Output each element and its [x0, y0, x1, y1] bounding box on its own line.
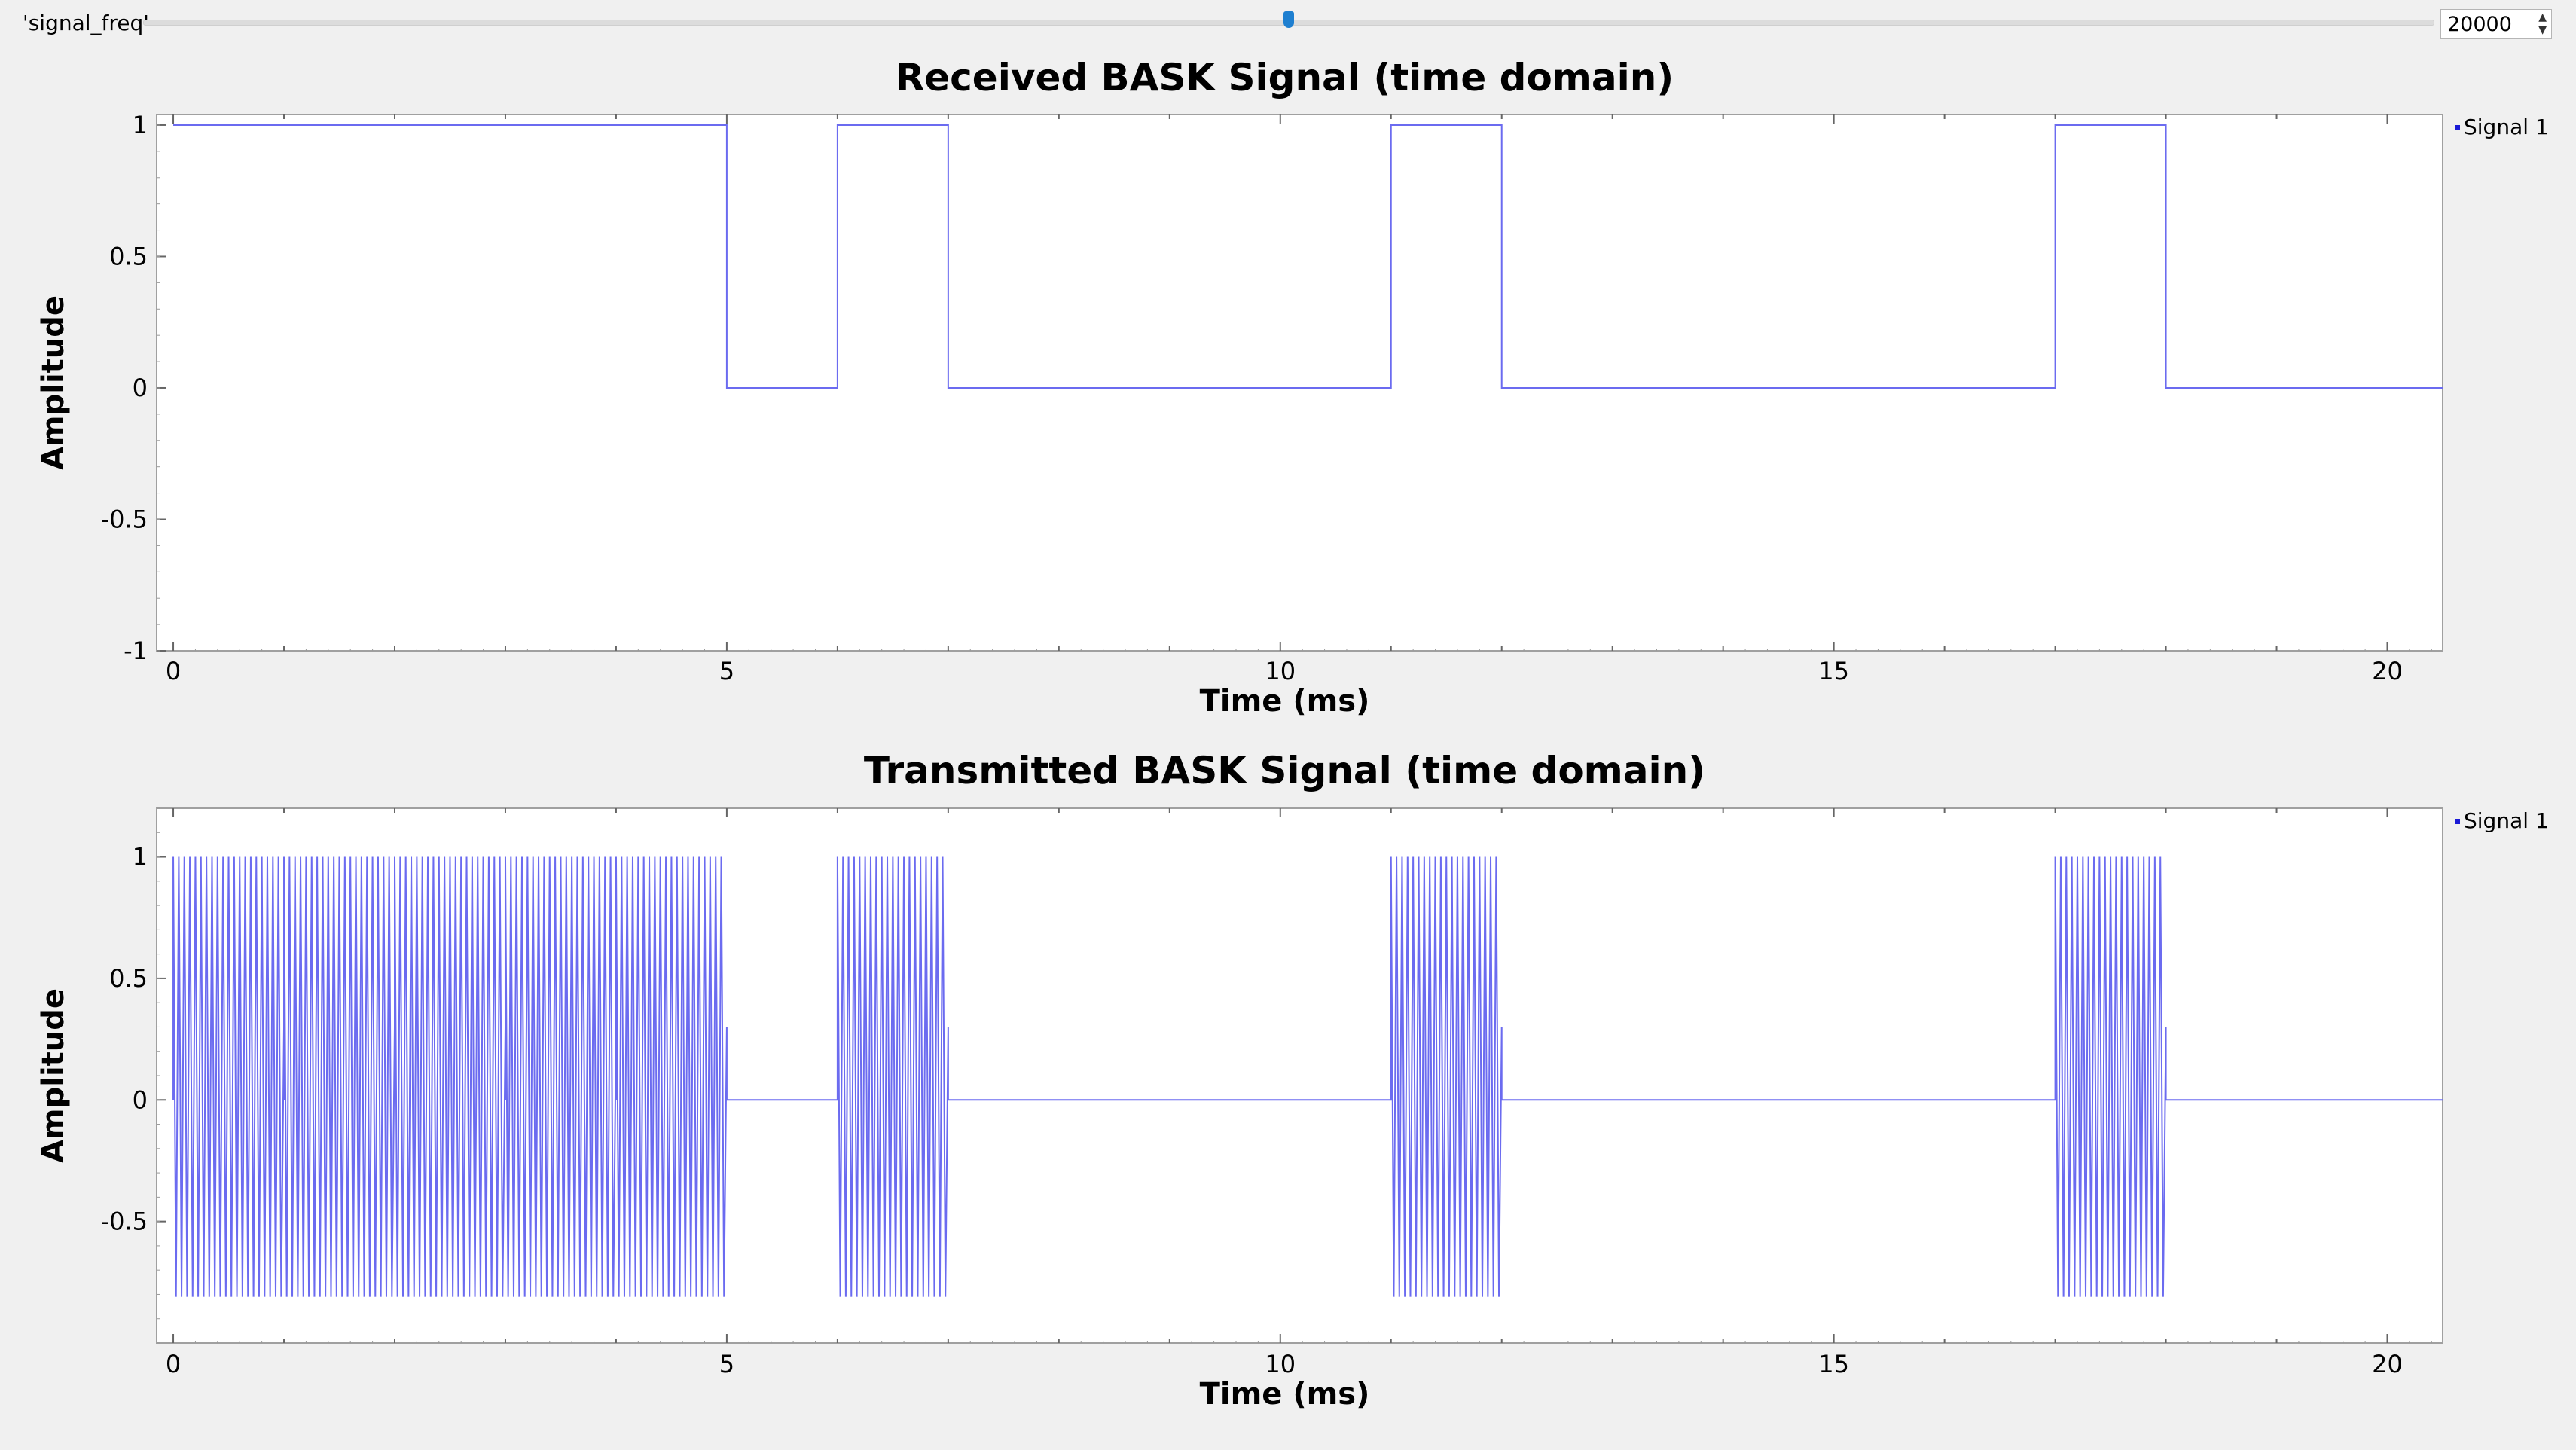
- y-tick-label: 0.5: [109, 964, 148, 993]
- x-tick-label: 10: [1265, 657, 1296, 685]
- x-tick-label: 0: [166, 657, 181, 685]
- signal-freq-label: 'signal_freq': [23, 11, 149, 35]
- y-tick-label: 0: [133, 374, 148, 402]
- x-axis-label: Time (ms): [1200, 1377, 1370, 1412]
- y-tick-label: -0.5: [101, 505, 148, 533]
- x-tick-label: 10: [1265, 1350, 1296, 1378]
- y-tick-label: 1: [133, 111, 148, 139]
- x-tick-label: 15: [1818, 1350, 1849, 1378]
- x-tick-label: 5: [719, 657, 734, 685]
- legend-entry-signal-1[interactable]: Signal 1: [2464, 114, 2549, 139]
- x-tick-label: 15: [1818, 657, 1849, 685]
- signal-1-line: [173, 124, 2443, 389]
- x-tick-label: 5: [719, 1350, 734, 1378]
- y-tick-label: 0.5: [109, 242, 148, 270]
- signal-freq-value[interactable]: 20000: [2447, 13, 2512, 36]
- signal-1-line: [172, 856, 2443, 1297]
- signal-freq-slider-handle[interactable]: [1283, 11, 1294, 28]
- legend-marker-signal-1: [2455, 125, 2460, 130]
- x-tick-label: 20: [2372, 1350, 2403, 1378]
- legend-entry-signal-1[interactable]: Signal 1: [2464, 808, 2549, 833]
- y-axis-label: Amplitude: [36, 988, 71, 1163]
- x-tick-label: 0: [166, 1350, 181, 1378]
- y-tick-label: -0.5: [101, 1207, 148, 1236]
- y-tick-label: 1: [133, 843, 148, 872]
- plot-area[interactable]: [156, 114, 2443, 652]
- spin-down-icon[interactable]: ▼: [2538, 24, 2547, 36]
- y-tick-label: -1: [124, 636, 148, 665]
- transmitted-signal-plot: Transmitted BASK Signal (time domain) Tim…: [36, 749, 2549, 1412]
- spin-up-icon[interactable]: ▲: [2538, 11, 2547, 23]
- plot-title: Transmitted BASK Signal (time domain): [864, 749, 1705, 792]
- y-axis-label: Amplitude: [36, 295, 71, 470]
- toolbar: 'signal_freq' 20000 ▲ ▼: [0, 0, 2576, 47]
- received-signal-plot: Received BASK Signal (time domain) Time (…: [36, 56, 2549, 719]
- x-tick-label: 20: [2372, 657, 2403, 685]
- signal-freq-slider[interactable]: [143, 11, 2434, 28]
- plot-title: Received BASK Signal (time domain): [896, 56, 1674, 99]
- legend-marker-signal-1: [2455, 819, 2460, 824]
- signal-freq-spinbox[interactable]: 20000 ▲ ▼: [2440, 9, 2552, 39]
- x-axis-label: Time (ms): [1200, 684, 1370, 719]
- y-tick-label: 0: [133, 1085, 148, 1114]
